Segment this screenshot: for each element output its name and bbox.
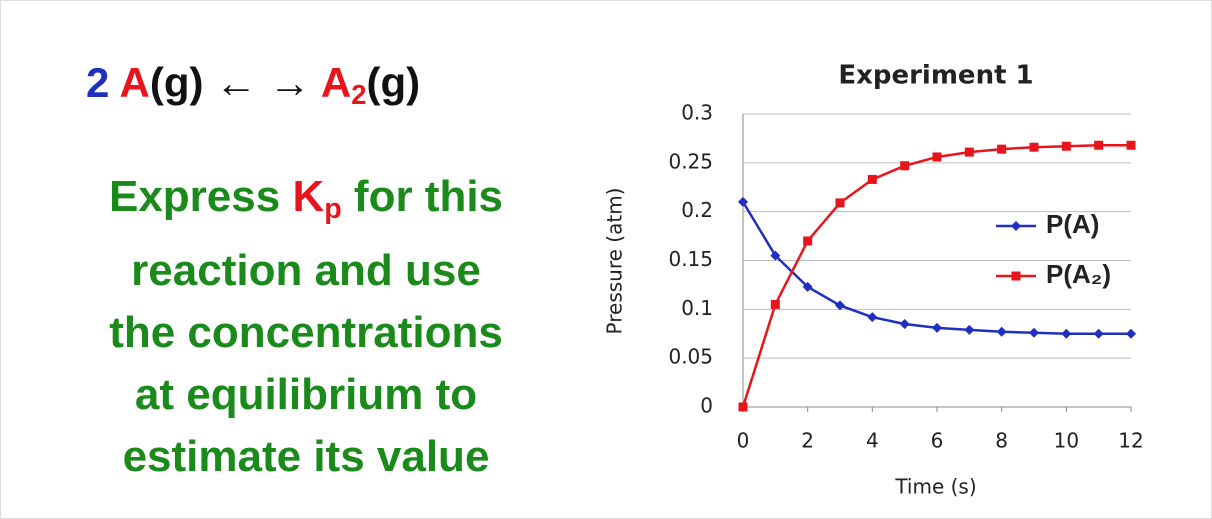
product: A (320, 59, 352, 106)
marker (932, 322, 942, 333)
marker (1126, 140, 1136, 150)
marker (964, 324, 975, 335)
marker (1094, 140, 1104, 150)
marker (1061, 141, 1071, 151)
reactant: A (119, 59, 150, 106)
line: at equilibrium to (134, 370, 478, 420)
marker (900, 161, 910, 171)
y-tick-label: 0.3 (681, 101, 713, 125)
marker (1029, 327, 1039, 338)
y-axis-label: Pressure (atm) (603, 188, 627, 335)
marker (996, 326, 1007, 337)
y-tick-label: 0 (700, 394, 713, 418)
y-tick-label: 0.25 (668, 149, 713, 173)
marker (835, 198, 845, 208)
x-tick-label: 10 (1054, 429, 1079, 453)
marker (738, 402, 748, 412)
marker (1061, 328, 1072, 339)
k: K (292, 172, 325, 221)
marker (1011, 221, 1021, 231)
marker (867, 312, 878, 323)
marker (1126, 328, 1136, 339)
x-tick-label: 12 (1118, 429, 1143, 453)
marker (867, 174, 877, 184)
equation: 2 A(g) ← → A2(g) (86, 59, 420, 111)
marker (1029, 142, 1039, 152)
marker (770, 299, 780, 309)
coefficient: 2 (86, 59, 110, 106)
marker (899, 318, 910, 329)
marker (835, 300, 845, 311)
marker (803, 236, 813, 246)
prompt: Express Kp for this reaction and use the… (41, 166, 571, 488)
marker (932, 152, 942, 162)
marker (802, 281, 813, 292)
marker (738, 196, 748, 207)
line: the concentrations (109, 308, 503, 358)
text: for this (353, 172, 504, 221)
x-tick-label: 6 (931, 429, 944, 453)
y-tick-label: 0.05 (668, 345, 713, 369)
legend-label: P(A₂) (1046, 259, 1111, 289)
y-tick-label: 0.1 (681, 296, 713, 320)
y-tick-label: 0.2 (681, 198, 713, 222)
line: Express Kp for this (41, 166, 571, 240)
marker (964, 147, 974, 157)
text: Express (108, 172, 281, 221)
subscript: 2 (351, 78, 367, 110)
x-tick-label: 8 (995, 429, 1008, 453)
arrow: (g) ← → (149, 59, 311, 106)
chart-title: Experiment 1 (838, 61, 1033, 91)
line: estimate its value (122, 432, 490, 482)
marker (1093, 328, 1104, 339)
marker (1011, 271, 1021, 281)
line: reaction and use (131, 246, 481, 296)
x-tick-label: 2 (801, 429, 814, 453)
x-tick-label: 4 (866, 429, 879, 453)
y-tick-label: 0.15 (668, 247, 713, 271)
subscript: p (324, 193, 342, 226)
state: (g) (366, 59, 421, 106)
x-axis-label: Time (s) (894, 475, 976, 499)
legend-label: P(A) (1046, 209, 1099, 239)
marker (770, 250, 781, 261)
marker (997, 144, 1007, 154)
x-tick-label: 0 (737, 429, 750, 453)
